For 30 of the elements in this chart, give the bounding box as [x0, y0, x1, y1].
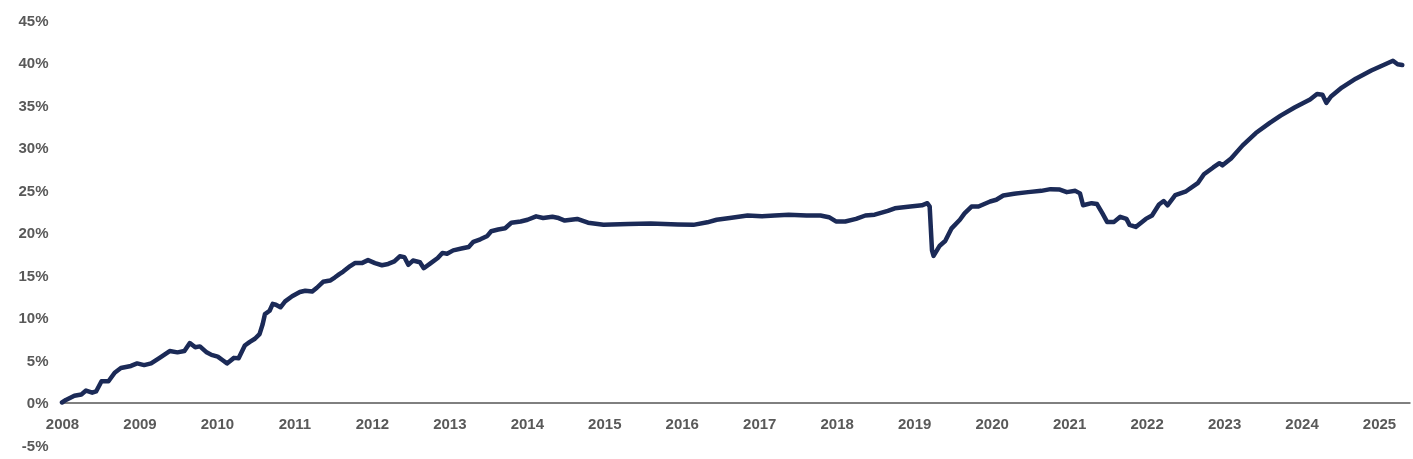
- y-tick-label: 35%: [18, 96, 49, 114]
- y-tick-label: 20%: [18, 224, 49, 241]
- x-tick-label: 2023: [1207, 415, 1242, 432]
- x-tick-label: 2024: [1285, 415, 1320, 432]
- y-tick-label: 15%: [18, 266, 49, 284]
- x-tick-label: 2013: [433, 415, 467, 432]
- y-tick-label: 30%: [18, 139, 49, 156]
- x-tick-label: 2017: [743, 415, 777, 432]
- y-tick-label: 5%: [26, 351, 49, 369]
- x-tick-label: 2016: [665, 415, 699, 432]
- y-tick-label: 0%: [26, 394, 49, 411]
- x-tick-label: 2012: [355, 415, 390, 432]
- x-tick-label: 2011: [278, 415, 312, 432]
- x-tick-label: 2014: [510, 415, 545, 432]
- y-tick-label: 25%: [18, 181, 49, 199]
- x-tick-label: 2008: [45, 415, 80, 432]
- x-tick-label: 2021: [1052, 415, 1087, 432]
- x-tick-label: 2018: [820, 415, 854, 432]
- x-tick-label: 2015: [588, 415, 622, 432]
- x-tick-label: 2022: [1130, 415, 1164, 432]
- line-series: [59, 58, 1405, 405]
- y-tick-label: 40%: [18, 54, 49, 71]
- x-tick-label: 2010: [200, 415, 235, 432]
- x-tick-label: 2019: [898, 415, 932, 432]
- y-tick-label: 10%: [18, 309, 49, 326]
- x-tick-label: 2020: [975, 415, 1009, 432]
- x-tick-label: 2025: [1362, 415, 1397, 432]
- x-tick-label: 2009: [123, 415, 157, 432]
- y-tick-label: -5%: [21, 436, 49, 454]
- y-tick-label: 45%: [18, 11, 49, 29]
